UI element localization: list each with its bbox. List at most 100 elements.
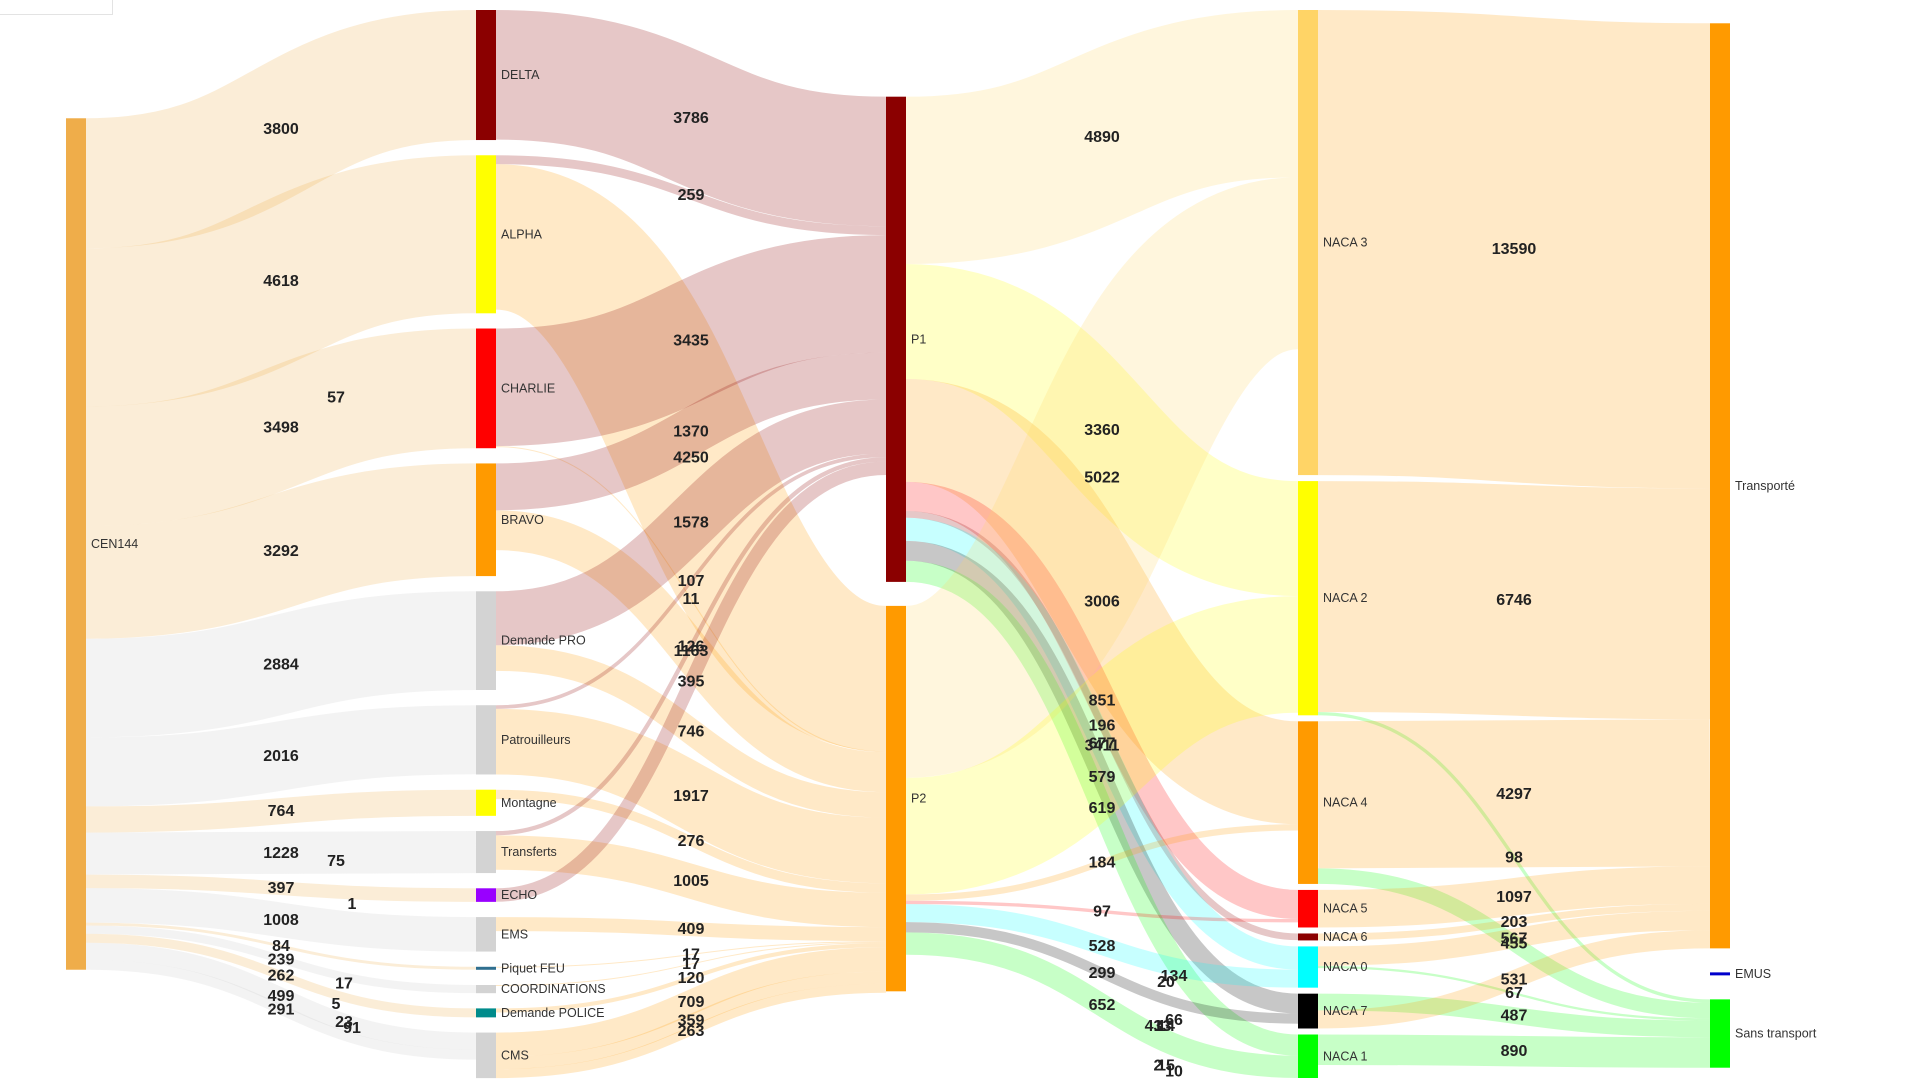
node-mont[interactable]	[476, 789, 496, 816]
flow-link[interactable]	[85, 591, 477, 738]
flow-link[interactable]	[905, 932, 1299, 1078]
flow-value-label: 1917	[673, 788, 709, 805]
node-echo[interactable]	[476, 888, 496, 902]
flow-link[interactable]	[1317, 930, 1711, 1029]
flow-link[interactable]	[1317, 903, 1711, 941]
node-n3[interactable]	[1298, 10, 1318, 476]
flow-link[interactable]	[85, 705, 477, 807]
flow-link[interactable]	[495, 947, 887, 1057]
flow-link[interactable]	[1317, 993, 1711, 1038]
flow-link[interactable]	[84, 9, 478, 249]
flow-link[interactable]	[905, 481, 1299, 920]
node-label-patr: Patrouilleurs	[501, 733, 570, 747]
node-p1[interactable]	[886, 96, 906, 582]
node-p2[interactable]	[886, 605, 906, 992]
node-patr[interactable]	[476, 705, 496, 775]
flow-link[interactable]	[84, 155, 478, 407]
flow-link[interactable]	[1317, 965, 1711, 1021]
flow-link[interactable]	[495, 457, 887, 836]
node-ems[interactable]	[476, 917, 496, 952]
flow-link[interactable]	[903, 264, 1301, 597]
flow-link[interactable]	[905, 540, 1299, 1014]
flow-link[interactable]	[1317, 910, 1711, 966]
flow-link[interactable]	[495, 708, 887, 884]
flow-link[interactable]	[1317, 719, 1711, 869]
flow-link[interactable]	[1317, 10, 1711, 489]
flow-link[interactable]	[904, 596, 1300, 895]
node-n0[interactable]	[1298, 946, 1318, 988]
flow-link[interactable]	[495, 453, 887, 709]
node-delta[interactable]	[476, 10, 496, 141]
node-police[interactable]	[476, 1008, 496, 1018]
node-sans[interactable]	[1710, 999, 1730, 1068]
flow-link[interactable]	[905, 824, 1299, 901]
flow-value-label: 13590	[1492, 241, 1537, 258]
flow-link[interactable]	[85, 789, 477, 833]
flow-link[interactable]	[905, 517, 1299, 970]
flow-link[interactable]	[905, 900, 1299, 923]
flow-link[interactable]	[905, 922, 1299, 1024]
flow-link[interactable]	[495, 943, 887, 1013]
flow-value-label: 3292	[263, 543, 299, 560]
flow-link[interactable]	[85, 942, 477, 1050]
flow-link[interactable]	[905, 904, 1299, 988]
flow-link[interactable]	[495, 399, 887, 646]
flow-link[interactable]	[85, 874, 477, 902]
flow-link[interactable]	[85, 933, 477, 1018]
flow-link[interactable]	[85, 922, 477, 970]
flow-link[interactable]	[495, 917, 887, 942]
node-n7[interactable]	[1298, 993, 1318, 1029]
flow-link[interactable]	[85, 328, 477, 527]
flow-link[interactable]	[904, 9, 1300, 265]
flow-link[interactable]	[905, 511, 1299, 941]
flow-link[interactable]	[495, 446, 887, 753]
flow-link[interactable]	[495, 941, 887, 968]
flow-link[interactable]	[899, 177, 1305, 778]
flow-link[interactable]	[1317, 868, 1711, 1019]
flow-value-label: 203	[1501, 914, 1528, 931]
flow-link[interactable]	[85, 831, 477, 875]
node-n5[interactable]	[1298, 889, 1318, 928]
flow-link[interactable]	[495, 235, 887, 447]
node-n1[interactable]	[1298, 1034, 1318, 1078]
node-transporte[interactable]	[1710, 23, 1730, 949]
flow-value-label: 619	[1089, 800, 1116, 817]
flow-link[interactable]	[495, 461, 887, 902]
flow-link[interactable]	[495, 983, 887, 1079]
node-alpha[interactable]	[476, 155, 496, 314]
flow-link[interactable]	[903, 379, 1301, 825]
flow-link[interactable]	[495, 942, 887, 987]
node-charlie[interactable]	[476, 328, 496, 449]
flow-link[interactable]	[85, 959, 477, 1060]
flow-link[interactable]	[85, 463, 477, 639]
flow-link[interactable]	[495, 510, 887, 793]
node-emus[interactable]	[1710, 972, 1730, 976]
flow-link[interactable]	[1317, 711, 1711, 1003]
node-coord[interactable]	[476, 985, 496, 994]
flow-link[interactable]	[495, 789, 887, 893]
flow-link[interactable]	[495, 971, 887, 1070]
node-transf[interactable]	[476, 831, 496, 874]
node-cen[interactable]	[66, 118, 86, 970]
flow-link[interactable]	[495, 352, 887, 511]
flow-link[interactable]	[490, 164, 892, 752]
flow-link[interactable]	[85, 888, 477, 952]
flow-link[interactable]	[495, 645, 887, 818]
flow-link[interactable]	[495, 9, 887, 227]
flow-link[interactable]	[495, 835, 887, 928]
node-piquet[interactable]	[476, 966, 496, 970]
flow-link[interactable]	[1317, 1034, 1711, 1068]
node-cms[interactable]	[476, 1032, 496, 1079]
node-n2[interactable]	[1298, 481, 1318, 716]
node-n4[interactable]	[1298, 721, 1318, 884]
node-dpro[interactable]	[476, 591, 496, 691]
node-n6[interactable]	[1298, 933, 1318, 941]
node-label-mont: Montagne	[501, 796, 557, 810]
node-bravo[interactable]	[476, 463, 496, 577]
flow-value-label: 3411	[1085, 737, 1120, 754]
flow-link[interactable]	[905, 560, 1299, 1056]
flow-link[interactable]	[85, 925, 477, 994]
flow-link[interactable]	[1317, 481, 1711, 720]
flow-link[interactable]	[495, 155, 887, 236]
flow-link[interactable]	[1317, 866, 1711, 928]
